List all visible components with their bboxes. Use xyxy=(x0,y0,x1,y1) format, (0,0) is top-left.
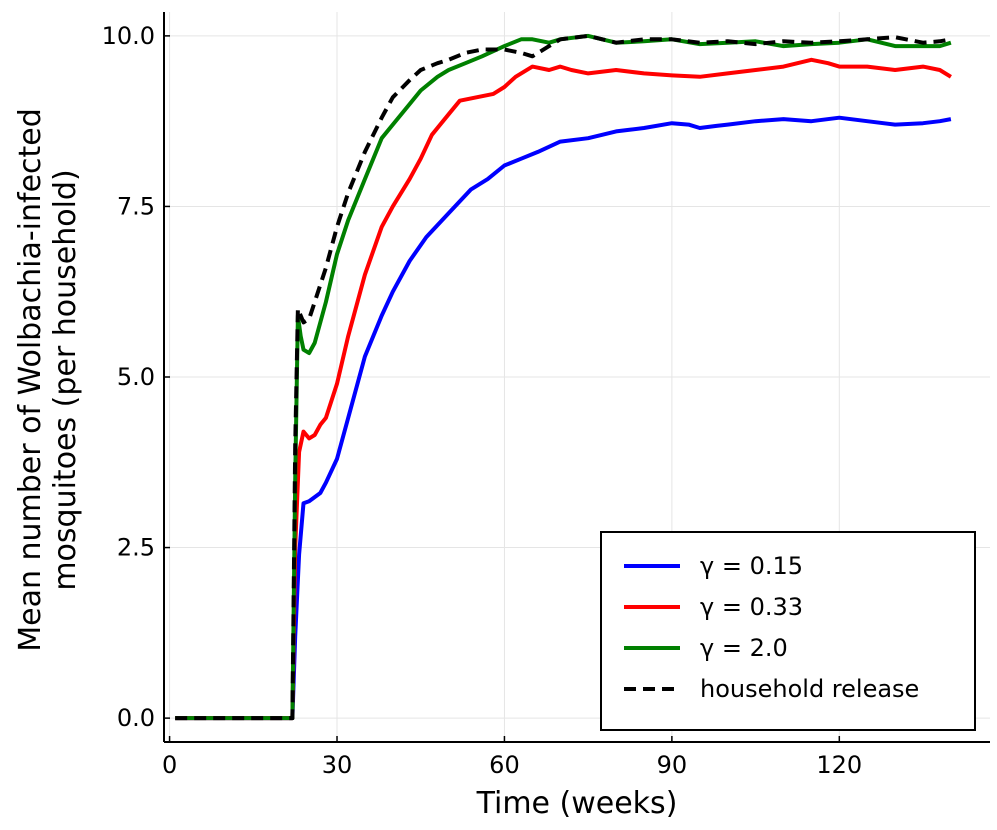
y-tick-label: 5.0 xyxy=(117,363,155,391)
series-line-3 xyxy=(175,33,952,721)
x-axis-title: Time (weeks) xyxy=(476,786,678,821)
series-line-0 xyxy=(175,115,952,721)
y-axis-title-line-2: mosquitoes (per household) xyxy=(48,169,83,590)
x-tick-labels: 0 30 60 90 120 xyxy=(162,736,862,779)
series-line-1 xyxy=(175,57,952,721)
y-tick-label: 7.5 xyxy=(117,192,155,220)
legend: γ = 0.15 γ = 0.33 γ = 2.0 household release xyxy=(600,531,976,731)
legend-label-3: household release xyxy=(700,675,919,703)
legend-label-2: γ = 2.0 xyxy=(700,634,788,662)
legend-label-1: γ = 0.33 xyxy=(700,593,803,621)
x-tick-label: 0 xyxy=(162,751,177,779)
y-tick-label: 2.5 xyxy=(117,534,155,562)
x-tick-label: 90 xyxy=(657,751,688,779)
y-axis-title-line-1: Mean number of Wolbachia-infected xyxy=(13,108,48,652)
legend-label-0: γ = 0.15 xyxy=(700,552,803,580)
y-tick-labels: 0.0 2.5 5.0 7.5 10.0 xyxy=(102,22,170,732)
x-tick-label: 30 xyxy=(322,751,353,779)
x-tick-label: 60 xyxy=(489,751,520,779)
y-tick-label: 10.0 xyxy=(102,22,155,50)
series-lines xyxy=(175,33,952,721)
x-tick-label: 120 xyxy=(816,751,862,779)
y-tick-label: 0.0 xyxy=(117,704,155,732)
